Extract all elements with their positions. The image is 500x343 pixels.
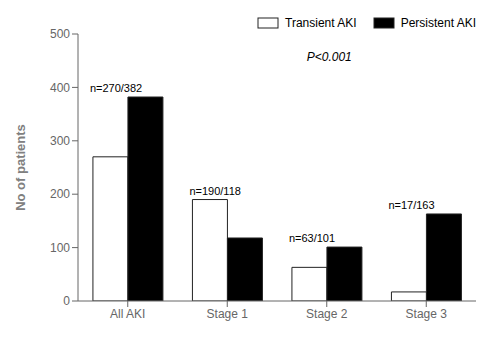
svg-text:400: 400 [50,81,70,95]
svg-text:0: 0 [63,294,70,308]
svg-text:Stage 1: Stage 1 [207,307,249,321]
svg-text:300: 300 [50,134,70,148]
svg-text:All AKI: All AKI [110,307,145,321]
html-text:Persistent AKI: Persistent AKI [400,16,476,30]
svg-text:n=17/163: n=17/163 [388,199,434,211]
svg-text:No of patients: No of patients [13,124,28,211]
svg-text:100: 100 [50,241,70,255]
svg-text:n=190/118: n=190/118 [189,185,241,197]
svg-text:P<0.001: P<0.001 [307,50,352,64]
svg-text:n=270/382: n=270/382 [90,82,142,94]
svg-text:500: 500 [50,27,70,41]
svg-text:Stage 2: Stage 2 [306,307,348,321]
svg-text:Stage 3: Stage 3 [406,307,448,321]
svg-text:200: 200 [50,187,70,201]
svg-text:n=63/101: n=63/101 [289,232,335,244]
html-text:Transient AKI: Transient AKI [285,16,357,30]
